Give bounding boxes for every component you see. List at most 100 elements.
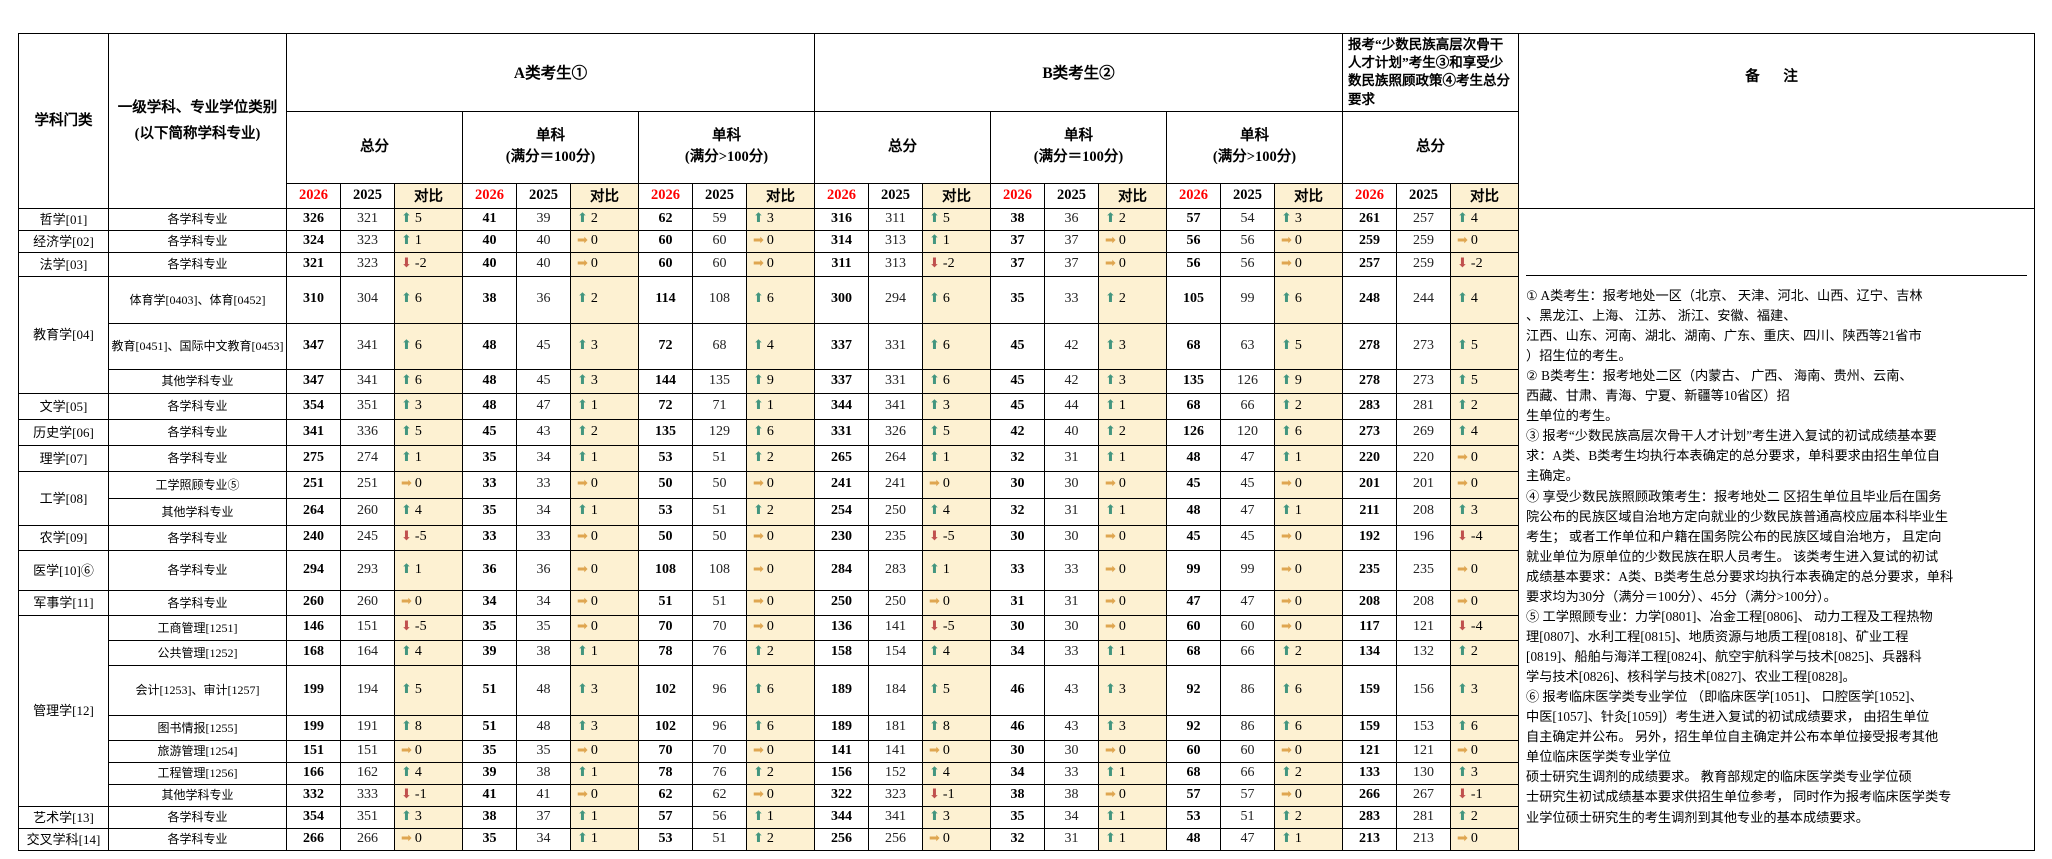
- table-row: 其他学科专业 347 341 ⬆ 6 48 45 ⬆ 3 144 135 ⬆ 9 337 331 ⬆ 6 45 42…: [19, 368, 2035, 394]
- score-2025-cell: 37: [1044, 251, 1100, 277]
- score-2025-cell: 341: [868, 805, 924, 829]
- diff-cell: ⬆ 1: [394, 444, 463, 472]
- trend-up-icon: ⬆: [1457, 397, 1468, 413]
- trend-up-icon: ⬆: [1105, 291, 1116, 307]
- diff-value: 0: [590, 561, 598, 577]
- diff-header: 对比: [570, 182, 639, 209]
- score-2026-cell: 38: [462, 275, 517, 324]
- trend-up-icon: ⬆: [1105, 423, 1116, 439]
- trend-up-icon: ⬆: [1281, 372, 1292, 388]
- trend-flat-icon: ➡: [1457, 742, 1468, 758]
- diff-cell: ➡ 0: [1274, 739, 1344, 763]
- diff-cell: ➡ 0: [570, 524, 639, 551]
- trend-flat-icon: ➡: [1105, 742, 1116, 758]
- diff-value: 0: [766, 255, 774, 271]
- trend-up-icon: ⬆: [577, 681, 588, 697]
- score-2025-cell: 274: [340, 444, 395, 472]
- score-2025-cell: 30: [1044, 524, 1100, 551]
- score-2026-cell: 35: [462, 739, 517, 763]
- score-2025-cell: 38: [516, 639, 571, 666]
- diff-cell: ⬇ -5: [394, 614, 463, 641]
- diff-value: 3: [1470, 503, 1478, 519]
- score-2025-cell: 213: [1396, 827, 1452, 851]
- diff-value: 0: [1118, 619, 1126, 635]
- trend-flat-icon: ➡: [1281, 529, 1292, 545]
- score-2025-cell: 33: [1044, 549, 1100, 591]
- diff-cell: ⬆ 3: [922, 392, 992, 420]
- score-2025-cell: 36: [516, 275, 571, 324]
- score-2025-cell: 76: [692, 761, 747, 785]
- diff-value: 4: [942, 503, 950, 519]
- score-2025-cell: 33: [1044, 761, 1100, 785]
- diff-value: 2: [1118, 291, 1126, 307]
- diff-value: 2: [1294, 644, 1302, 660]
- diff-value: 6: [766, 681, 774, 697]
- diff-cell: ⬇ -2: [922, 251, 992, 277]
- diff-value: 0: [1294, 476, 1302, 492]
- score-2026-cell: 51: [462, 714, 517, 741]
- trend-flat-icon: ➡: [1105, 619, 1116, 635]
- diff-value: 3: [414, 808, 422, 824]
- subgroup-header: 总分: [286, 110, 463, 184]
- diff-cell: ➡ 0: [745, 589, 816, 616]
- score-2025-cell: 30: [1044, 614, 1100, 641]
- trend-up-icon: ⬆: [401, 372, 412, 388]
- trend-flat-icon: ➡: [1281, 476, 1292, 492]
- score-2025-cell: 313: [868, 251, 924, 277]
- score-2025-cell: 48: [516, 714, 571, 741]
- score-2026-cell: 199: [286, 714, 341, 741]
- trend-flat-icon: ➡: [1105, 561, 1116, 577]
- diff-cell: ⬆ 6: [394, 275, 463, 324]
- trend-up-icon: ⬆: [401, 681, 412, 697]
- score-2026-cell: 250: [814, 589, 870, 616]
- diff-cell: ⬇ -1: [394, 783, 463, 807]
- score-2026-cell: 45: [1166, 524, 1222, 551]
- diff-value: -4: [1470, 619, 1483, 635]
- diff-value: 2: [766, 503, 774, 519]
- score-2026-cell: 261: [1342, 207, 1398, 231]
- diff-cell: ⬆ 6: [745, 714, 816, 741]
- score-2025-cell: 33: [1044, 639, 1100, 666]
- score-2026-cell: 68: [1166, 639, 1222, 666]
- trend-up-icon: ⬆: [929, 719, 940, 735]
- score-2025-cell: 37: [1044, 229, 1100, 253]
- score-2025-cell: 30: [1044, 470, 1100, 499]
- score-2025-cell: 51: [692, 444, 747, 472]
- score-2026-cell: 311: [814, 251, 870, 277]
- score-2025-cell: 34: [516, 497, 571, 526]
- score-2026-cell: 266: [286, 827, 341, 851]
- trend-up-icon: ⬆: [577, 423, 588, 439]
- diff-value: 3: [1118, 681, 1126, 697]
- trend-up-icon: ⬆: [1457, 210, 1468, 226]
- score-2026-cell: 344: [814, 805, 870, 829]
- score-2025-cell: 260: [340, 589, 395, 616]
- category-cell: 理学[07]: [18, 444, 109, 472]
- score-2025-cell: 43: [1044, 714, 1100, 741]
- score-2025-cell: 341: [340, 368, 395, 394]
- trend-up-icon: ⬆: [1457, 764, 1468, 780]
- score-2026-cell: 354: [286, 805, 341, 829]
- trend-up-icon: ⬆: [1105, 681, 1116, 697]
- diff-value: 1: [1294, 503, 1302, 519]
- diff-value: 1: [1118, 644, 1126, 660]
- score-2025-cell: 43: [1044, 664, 1100, 716]
- score-2026-cell: 213: [1342, 827, 1398, 851]
- diff-value: 4: [414, 764, 422, 780]
- score-2026-cell: 347: [286, 322, 341, 370]
- score-2026-cell: 300: [814, 275, 870, 324]
- trend-up-icon: ⬆: [929, 561, 940, 577]
- score-2025-cell: 35: [516, 739, 571, 763]
- score-2025-cell: 281: [1396, 392, 1452, 420]
- category-cell: 经济学[02]: [18, 229, 109, 253]
- trend-up-icon: ⬆: [401, 232, 412, 248]
- score-2026-cell: 248: [1342, 275, 1398, 324]
- diff-cell: ⬆ 5: [1450, 368, 1520, 394]
- trend-flat-icon: ➡: [1457, 830, 1468, 846]
- score-2026-cell: 30: [990, 614, 1046, 641]
- table-row: 军事学[11] 各学科专业 260 260 ➡ 0 34 34 ➡ 0 51 51 ➡ 0 250 250 ➡ 0…: [18, 589, 2035, 616]
- score-2025-cell: 47: [516, 392, 571, 420]
- trend-up-icon: ⬆: [401, 423, 412, 439]
- major-cell: 各学科专业: [108, 229, 287, 253]
- score-2025-cell: 70: [692, 739, 747, 763]
- diff-cell: ⬆ 1: [570, 827, 639, 851]
